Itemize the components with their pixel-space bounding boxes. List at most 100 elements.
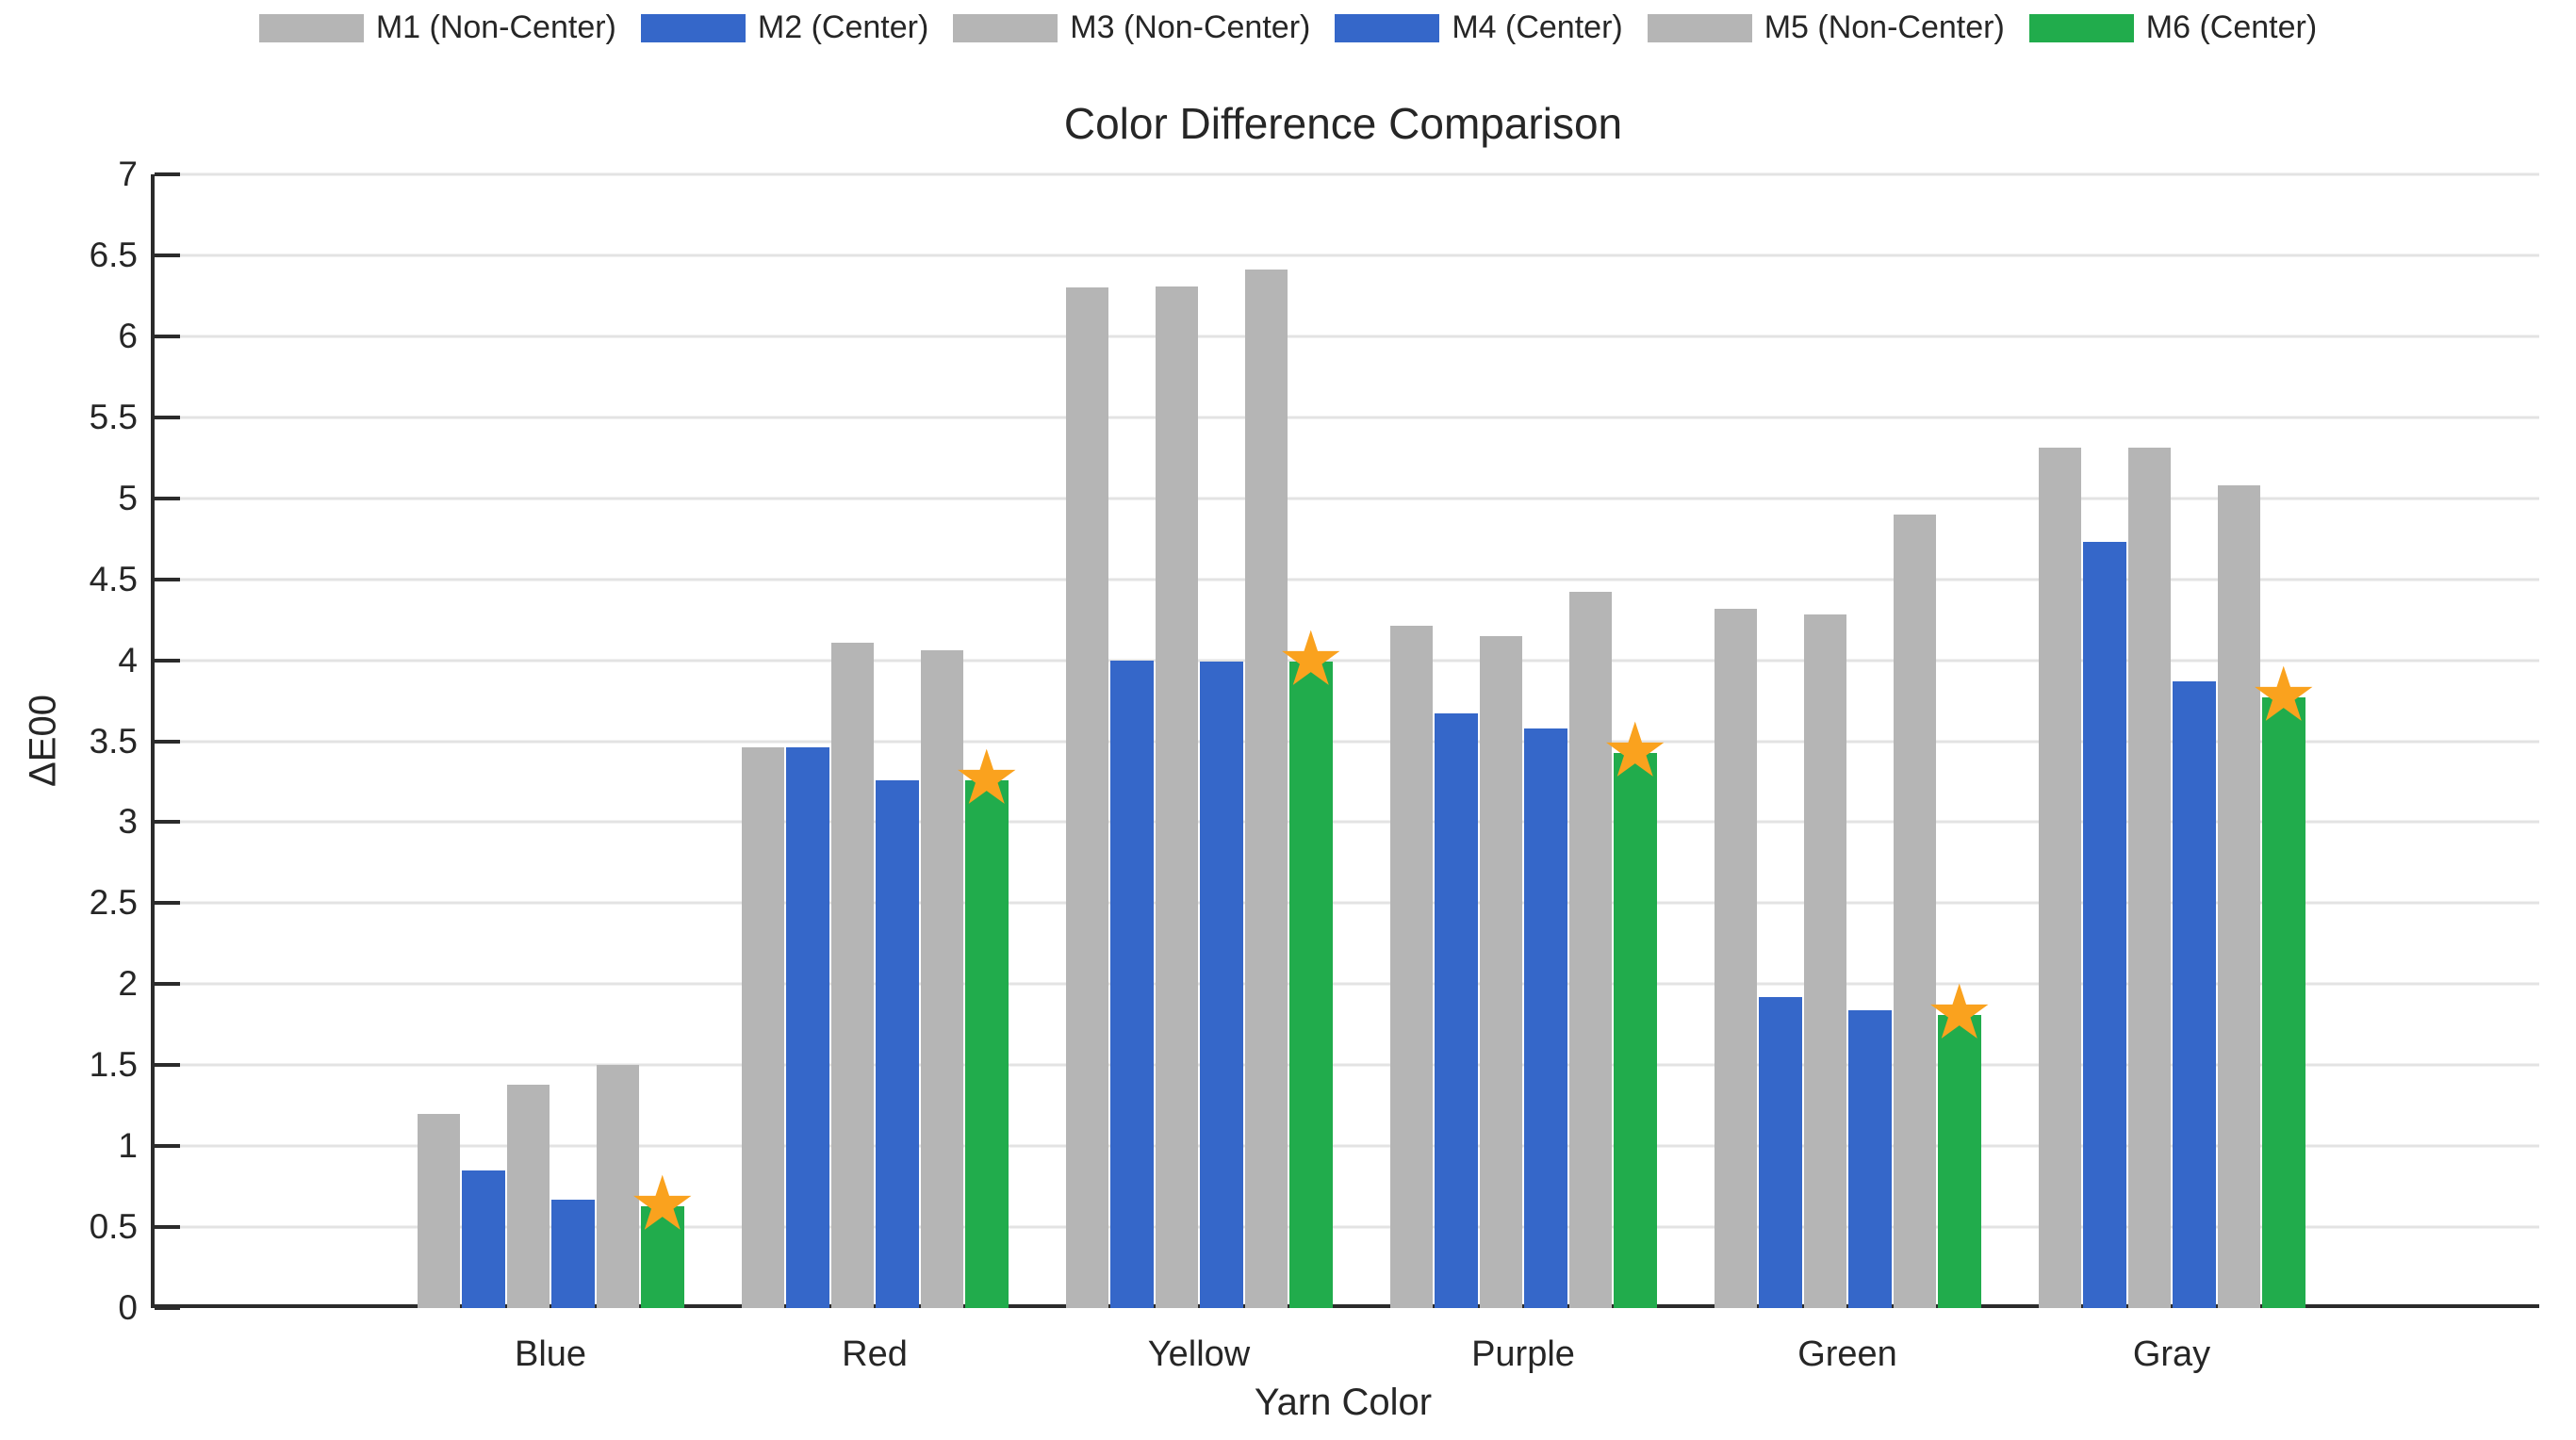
bar-m1-purple	[1389, 626, 1433, 1308]
bar-group-gray: ★	[2038, 174, 2318, 1308]
y-tick-mark	[155, 172, 180, 176]
gridline	[155, 659, 2539, 663]
bar-m2-purple	[1435, 713, 1478, 1308]
legend-label-m1: M1 (Non-Center)	[375, 9, 616, 45]
gridline	[155, 497, 2539, 500]
bar-m2-yellow	[1110, 660, 1154, 1308]
gridline	[155, 1225, 2539, 1229]
legend-item-m3: M3 (Non-Center)	[953, 9, 1310, 46]
bar-m3-red	[830, 642, 874, 1308]
y-tick-label: 1.5	[89, 1045, 138, 1085]
bar-m2-green	[1759, 997, 1802, 1308]
x-axis-label: Yarn Color	[1254, 1382, 1433, 1423]
legend-item-m5: M5 (Non-Center)	[1647, 9, 2005, 46]
bar-m4-purple	[1524, 728, 1567, 1308]
gridline	[155, 172, 2539, 176]
bar-m1-green	[1714, 608, 1757, 1308]
star-marker-gray: ★	[2249, 652, 2318, 737]
bar-m1-yellow	[1065, 287, 1108, 1308]
bar-m1-gray	[2038, 448, 2081, 1308]
bar-group-red: ★	[741, 174, 1021, 1308]
legend-swatch-m6	[2028, 13, 2134, 42]
star-marker-red: ★	[952, 735, 1021, 820]
y-tick-mark	[155, 1063, 180, 1068]
y-tick-label: 6.5	[89, 235, 138, 274]
bar-m4-gray	[2173, 680, 2216, 1308]
chart-title: Color Difference Comparison	[1063, 99, 1623, 148]
gridline	[155, 335, 2539, 338]
y-tick-label: 4	[118, 640, 138, 679]
bar-m4-red	[876, 779, 919, 1308]
bar-m2-gray	[2083, 542, 2126, 1308]
bar-m6-green: ★	[1926, 974, 1994, 1308]
gridline	[155, 982, 2539, 986]
bar-m6-gray: ★	[2250, 657, 2318, 1308]
star-marker-purple: ★	[1600, 708, 1669, 793]
gridline	[155, 740, 2539, 743]
x-tick-label-blue: Blue	[514, 1334, 587, 1374]
y-tick-mark	[155, 901, 180, 906]
bar-m6-purple: ★	[1601, 712, 1669, 1308]
legend-label-m5: M5 (Non-Center)	[1764, 9, 2005, 45]
bar-m6-red: ★	[953, 740, 1021, 1308]
legend: M1 (Non-Center) M2 (Center) M3 (Non-Center…	[0, 9, 2576, 46]
legend-swatch-m4	[1335, 13, 1440, 42]
legend-item-m1: M1 (Non-Center)	[258, 9, 616, 46]
bar-group-yellow: ★	[1065, 174, 1345, 1308]
bar-group-blue: ★	[417, 174, 697, 1308]
bar-m3-yellow	[1155, 286, 1198, 1308]
bar-m6-blue: ★	[629, 1166, 697, 1308]
bar-group-purple: ★	[1389, 174, 1669, 1308]
legend-swatch-m2	[640, 13, 746, 42]
legend-swatch-m1	[258, 13, 364, 42]
y-tick-mark	[155, 496, 180, 500]
bar-m4-blue	[551, 1199, 595, 1308]
y-tick-mark	[155, 577, 180, 581]
gridline	[155, 901, 2539, 905]
bar-group-green: ★	[1714, 174, 1994, 1308]
legend-label-m4: M4 (Center)	[1452, 9, 1623, 45]
y-axis-label: ΔE00	[22, 695, 64, 787]
x-tick-label-yellow: Yellow	[1147, 1334, 1251, 1374]
y-tick-label: 6	[118, 316, 138, 355]
y-tick-label: 2.5	[89, 883, 138, 923]
y-tick-mark	[155, 820, 180, 825]
gridline	[155, 578, 2539, 581]
x-tick-label-green: Green	[1797, 1334, 1897, 1374]
bar-m5-blue	[596, 1065, 639, 1308]
x-tick-label-red: Red	[842, 1334, 908, 1374]
bar-m5-yellow	[1244, 270, 1288, 1308]
bar-m6-yellow: ★	[1277, 621, 1345, 1308]
gridline	[155, 416, 2539, 419]
y-tick-label: 5	[118, 478, 138, 517]
y-tick-mark	[155, 658, 180, 663]
bar-m1-blue	[417, 1113, 460, 1308]
x-axis-line	[151, 1304, 2539, 1308]
y-tick-mark	[155, 739, 180, 744]
star-marker-green: ★	[1925, 970, 1994, 1055]
bar-m2-red	[786, 747, 829, 1308]
y-tick-mark	[155, 1225, 180, 1230]
y-tick-label: 4.5	[89, 559, 138, 598]
legend-label-m6: M6 (Center)	[2145, 9, 2318, 45]
x-tick-label-purple: Purple	[1471, 1334, 1575, 1374]
bar-m3-purple	[1479, 635, 1522, 1308]
bar-m3-gray	[2127, 448, 2171, 1308]
gridline	[155, 1063, 2539, 1067]
y-tick-mark	[155, 1144, 180, 1149]
bar-m2-blue	[462, 1170, 505, 1308]
bar-m3-blue	[506, 1084, 550, 1308]
star-marker-yellow: ★	[1276, 616, 1345, 701]
y-tick-mark	[155, 982, 180, 987]
y-tick-label: 2	[118, 964, 138, 1004]
legend-swatch-m3	[953, 13, 1058, 42]
bar-m1-red	[741, 747, 784, 1308]
y-tick-mark	[155, 415, 180, 419]
bar-m5-purple	[1568, 592, 1612, 1308]
y-tick-label: 0.5	[89, 1207, 138, 1247]
x-tick-label-gray: Gray	[2132, 1334, 2211, 1374]
star-marker-blue: ★	[628, 1161, 697, 1246]
y-tick-label: 0	[118, 1288, 138, 1327]
y-tick-label: 3.5	[89, 721, 138, 761]
legend-item-m2: M2 (Center)	[640, 9, 928, 46]
